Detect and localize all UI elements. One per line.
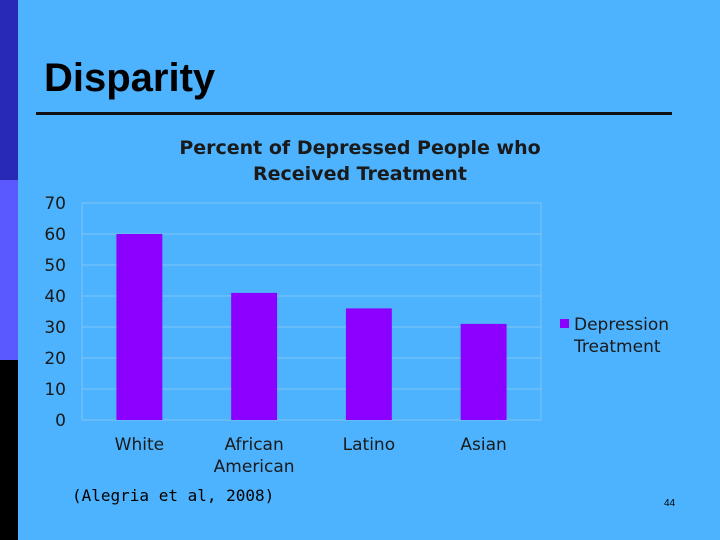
left-accent-top bbox=[0, 0, 18, 180]
legend-swatch bbox=[560, 319, 569, 328]
bar-3 bbox=[460, 323, 507, 420]
slide-title: Disparity bbox=[44, 56, 216, 100]
y-tick-label-20: 20 bbox=[44, 349, 66, 369]
chart-title: Percent of Depressed People who Received… bbox=[120, 135, 600, 187]
y-tick-label-70: 70 bbox=[44, 194, 66, 214]
x-tick-label-2: Latino bbox=[343, 435, 395, 455]
y-tick-label-40: 40 bbox=[44, 287, 66, 307]
y-tick-label-30: 30 bbox=[44, 318, 66, 338]
legend-label: Depression Treatment bbox=[573, 315, 669, 357]
x-tick-label-0: White bbox=[115, 435, 164, 455]
left-accent-middle bbox=[0, 180, 18, 360]
y-tick-label-10: 10 bbox=[44, 380, 66, 400]
left-accent-bottom bbox=[0, 360, 18, 540]
bar-2 bbox=[345, 308, 392, 420]
y-tick-label-0: 0 bbox=[55, 411, 66, 431]
chart-title-line-2: Received Treatment bbox=[253, 163, 467, 185]
chart-title-line-1: Percent of Depressed People who bbox=[179, 137, 541, 159]
x-tick-label-3: Asian bbox=[460, 435, 506, 455]
bar-0 bbox=[116, 234, 163, 420]
page-number: 44 bbox=[664, 498, 676, 509]
citation: (Alegria et al, 2008) bbox=[72, 486, 275, 505]
left-accent-bar bbox=[0, 0, 18, 540]
title-underline bbox=[36, 112, 672, 115]
x-tick-label-1: African American bbox=[214, 435, 295, 477]
y-tick-label-50: 50 bbox=[44, 256, 66, 276]
bar-1 bbox=[231, 292, 278, 420]
y-tick-label-60: 60 bbox=[44, 225, 66, 245]
